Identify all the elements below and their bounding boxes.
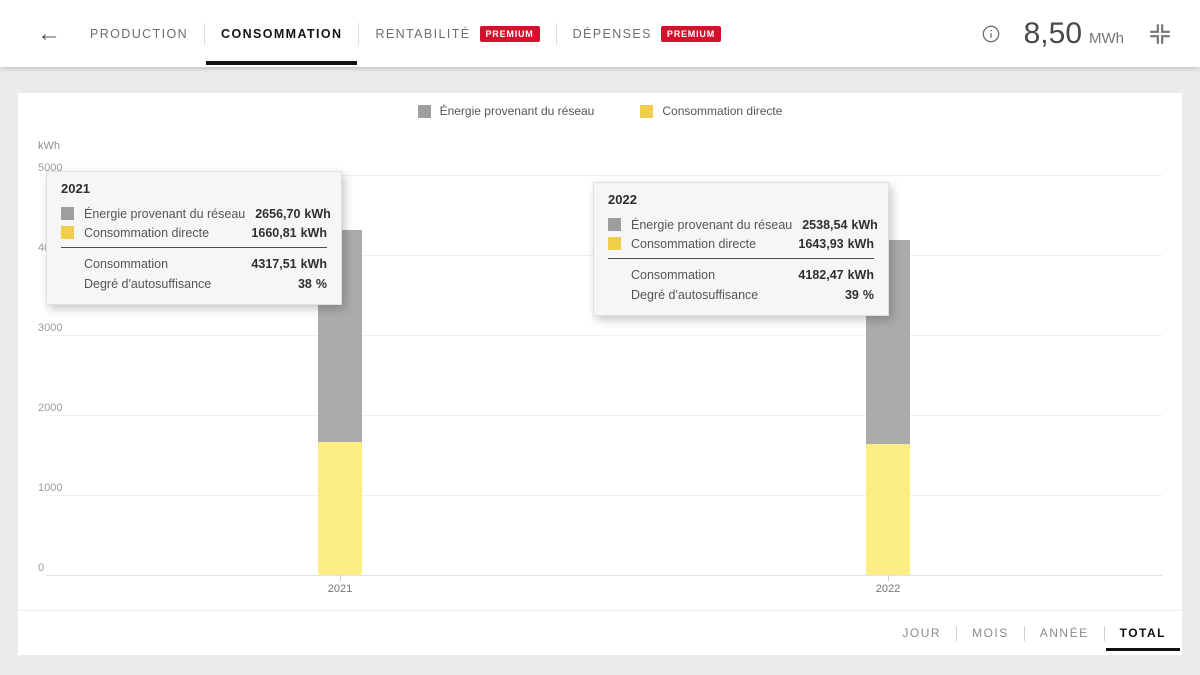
y-tick-label: 1000 [38,482,63,494]
x-tick [340,575,341,581]
yellow-swatch-icon [640,104,654,118]
collapse-icon[interactable] [1146,20,1174,48]
tooltip-2021: 2021 Énergie provenant du réseau 2656,70… [46,171,342,305]
tooltip-row-label: Consommation directe [631,236,757,251]
tooltip-row: Énergie provenant du réseau 2538,54 kWh [608,215,878,234]
bar-segment-direct-consumption [866,443,910,575]
premium-badge: PREMIUM [479,25,540,42]
back-button[interactable]: ← [34,0,64,67]
premium-badge: PREMIUM [660,25,721,42]
bar-segment-direct-consumption [318,442,362,575]
legend-label: Énergie provenant du réseau [439,104,595,118]
nav-divider [358,22,360,45]
tooltip-row-label: Degré d'autosuffisance [84,277,212,291]
tooltip-row-value: 39% [844,288,874,302]
nav-divider [204,22,206,45]
tooltip-row: Consommation directe 1643,93 kWh [608,234,874,253]
tooltip-row-label: Consommation [631,268,716,282]
x-tick [888,575,889,581]
tooltip-summary-row: Degré d'autosuffisance 39% [608,285,874,305]
tooltip-row-value: 4182,47 kWh [798,268,874,282]
tab-production[interactable]: PRODUCTION [74,0,204,67]
tooltip-summary-row: Consommation 4182,47 kWh [608,265,874,285]
gridline-1000 [46,495,1162,496]
range-jour[interactable]: JOUR [902,626,942,640]
range-divider [956,625,958,641]
tooltip-title: 2021 [61,181,90,196]
tooltip-2022: 2022 Énergie provenant du réseau 2538,54… [593,182,889,316]
range-annee[interactable]: ANNÉE [1039,626,1089,640]
tooltip-row-value: 1643,93 kWh [798,236,874,251]
tab-label: RENTABILITÉ [375,26,471,41]
tab-depenses[interactable]: DÉPENSES PREMIUM [557,0,737,67]
tab-consommation[interactable]: CONSOMMATION [205,0,358,67]
tooltip-row-label: Consommation [84,257,169,271]
tooltip-row: Consommation directe 1660,81 kWh [61,223,327,242]
y-axis-unit-label: kWh [38,140,60,152]
tooltip-row-value: 4317,51 kWh [251,257,327,271]
legend-item-direct-consumption[interactable]: Consommation directe [640,104,782,118]
yellow-swatch-icon [608,237,621,250]
info-icon[interactable] [978,21,1004,47]
legend-label: Consommation directe [662,104,783,118]
active-tab-underline [206,61,358,65]
range-mois[interactable]: MOIS [972,626,1009,640]
gridline-3000 [46,335,1162,336]
tab-label: PRODUCTION [90,26,189,41]
total-value: 8,50 [1023,16,1082,50]
time-range-switch: JOUR MOIS ANNÉE TOTAL [18,610,1182,655]
y-tick-label: 2000 [38,402,63,414]
header-total: 8,50 MWh [1024,17,1124,51]
tooltip-summary-row: Degré d'autosuffisance 38% [61,274,327,294]
gray-swatch-icon [608,218,621,231]
consumption-chart-card: Énergie provenant du réseau Consommation… [18,93,1182,655]
range-divider [1023,625,1025,641]
top-navigation-bar: ← PRODUCTION CONSOMMATION RENTABILITÉ PR… [0,0,1200,67]
gray-swatch-icon [417,104,431,118]
tab-label: CONSOMMATION [221,26,343,41]
tab-label: DÉPENSES [572,26,652,41]
tooltip-row-value: 2538,54 kWh [802,217,878,232]
tooltip-title: 2022 [608,192,637,207]
range-total[interactable]: TOTAL [1105,626,1180,651]
gridline-2000 [46,415,1162,416]
arrow-left-icon: ← [37,19,61,47]
gridline-5000 [46,175,1162,176]
nav-divider [555,22,557,45]
tooltip-row-value: 2656,70 kWh [255,206,331,221]
tooltip-row-label: Degré d'autosuffisance [631,288,759,302]
x-axis-label-2021: 2021 [327,583,353,595]
legend-item-grid-energy[interactable]: Énergie provenant du réseau [417,104,595,118]
tooltip-row-label: Énergie provenant du réseau [631,217,793,232]
total-unit: MWh [1089,29,1124,47]
tooltip-row: Énergie provenant du réseau 2656,70 kWh [61,204,331,223]
header-right-group: 8,50 MWh [978,0,1174,67]
tooltip-row-label: Énergie provenant du réseau [84,206,246,221]
tooltip-summary-row: Consommation 4317,51 kWh [61,254,327,274]
chart-legend: Énergie provenant du réseau Consommation… [18,104,1182,118]
y-tick-label: 3000 [38,322,63,334]
yellow-swatch-icon [61,226,74,239]
active-range-underline [1105,648,1180,651]
gray-swatch-icon [61,207,74,220]
tooltip-row-label: Consommation directe [84,225,210,240]
range-divider [1103,625,1105,641]
x-axis-baseline [46,575,1162,576]
tooltip-divider [608,258,874,259]
y-tick-label: 0 [38,562,45,574]
tab-rentabilite[interactable]: RENTABILITÉ PREMIUM [359,0,555,67]
tooltip-row-value: 1660,81 kWh [251,225,327,240]
main-tabs: PRODUCTION CONSOMMATION RENTABILITÉ PREM… [74,0,737,67]
tooltip-row-value: 38% [297,277,327,291]
x-axis-label-2022: 2022 [875,583,901,595]
tooltip-divider [61,247,327,248]
